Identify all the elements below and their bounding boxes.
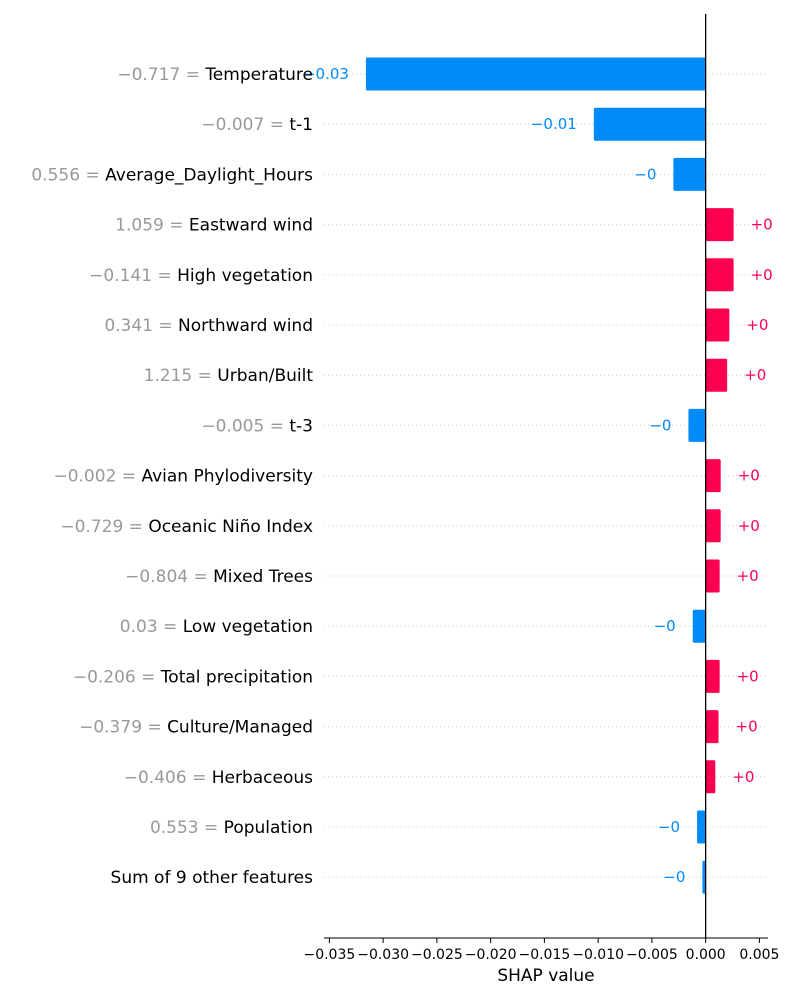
feature-value: −0.729 =	[60, 517, 148, 537]
bar-value-label: +0	[751, 266, 773, 284]
feature-value: 0.556 =	[31, 165, 105, 185]
feature-name: Low vegetation	[183, 617, 313, 637]
x-tick-label: −0.025	[411, 947, 463, 963]
feature-name: High vegetation	[177, 266, 313, 286]
feature-label: −0.379 = Culture/Managed	[79, 718, 313, 738]
feature-value: −0.406 =	[124, 768, 212, 788]
feature-value: −0.002 =	[53, 467, 141, 487]
feature-name: Oceanic Niño Index	[148, 517, 313, 537]
feature-label: −0.717 = Temperature	[117, 65, 313, 85]
bar	[705, 308, 730, 342]
feature-name: Eastward wind	[189, 216, 313, 236]
bar	[692, 609, 706, 643]
feature-value: −0.005 =	[201, 416, 289, 436]
feature-name: Total precipitation	[160, 667, 313, 687]
feature-label: 1.215 = Urban/Built	[144, 366, 314, 386]
feature-value: −0.717 =	[117, 65, 205, 85]
x-axis: −0.035 −0.030 −0.025 −0.020 −0.015 −0.010 −0.0…	[303, 937, 779, 963]
bar-value-label: +0	[751, 216, 773, 234]
bar	[705, 459, 721, 493]
bar	[705, 258, 734, 292]
x-tick-label: 0.000	[686, 947, 726, 963]
bar	[705, 509, 721, 543]
bar-value-label: +0	[738, 467, 760, 485]
feature-value: −0.007 =	[201, 115, 289, 135]
feature-value: −0.206 =	[73, 667, 161, 687]
feature-value: −0.379 =	[79, 718, 167, 738]
feature-label: −0.007 = t-1	[201, 115, 313, 135]
bar	[705, 208, 734, 242]
feature-name: Urban/Built	[217, 366, 313, 386]
bar-value-label: −0.03	[303, 65, 349, 83]
feature-label: 0.03 = Low vegetation	[120, 617, 313, 637]
feature-value: 0.553 =	[150, 818, 224, 838]
x-tick-label: −0.020	[465, 947, 517, 963]
bar-value-label: +0	[732, 768, 754, 786]
feature-name: Temperature	[204, 65, 313, 85]
feature-labels: −0.717 = Temperature −0.007 = t-1 0.556 = …	[31, 65, 313, 888]
bar-value-label: +0	[746, 316, 768, 334]
feature-label: 0.341 = Northward wind	[104, 316, 313, 336]
feature-value: −0.141 =	[89, 266, 177, 286]
bar	[702, 860, 706, 894]
bar-value-label: +0	[738, 517, 760, 535]
bar-value-label: −0	[663, 868, 685, 886]
bar	[705, 760, 716, 794]
feature-value: 0.03 =	[120, 617, 183, 637]
feature-label: 0.553 = Population	[150, 818, 313, 838]
bar	[688, 408, 706, 442]
bar	[673, 157, 706, 191]
bar-value-label: −0.01	[531, 115, 577, 133]
feature-name: Herbaceous	[212, 768, 313, 788]
feature-label: −0.005 = t-3	[201, 416, 313, 436]
feature-label: −0.002 = Avian Phylodiversity	[53, 467, 313, 487]
bar-value-label: +0	[736, 718, 758, 736]
feature-name: Mixed Trees	[213, 567, 313, 587]
bar	[705, 659, 720, 693]
x-tick-label: −0.030	[357, 947, 409, 963]
feature-label: −0.729 = Oceanic Niño Index	[60, 517, 313, 537]
feature-label: Sum of 9 other features	[111, 868, 314, 888]
x-tick-label: 0.005	[739, 947, 779, 963]
x-tick-label: −0.035	[303, 947, 355, 963]
bar	[593, 107, 706, 141]
bar	[705, 710, 719, 744]
feature-name: Average_Daylight_Hours	[105, 165, 313, 185]
x-tick-label: −0.010	[572, 947, 624, 963]
feature-value: −0.804 =	[125, 567, 213, 587]
feature-label: 1.059 = Eastward wind	[115, 216, 313, 236]
feature-name: Northward wind	[178, 316, 313, 336]
feature-value: 1.059 =	[115, 216, 189, 236]
bar-value-label: +0	[737, 567, 759, 585]
feature-name: Culture/Managed	[167, 718, 313, 738]
bars: −0.03 −0.01 −0 +0 +0 +0 +0 −0 +0 +0 +0 −0 +0 +0 +0 −0 −0	[303, 57, 773, 894]
feature-name: Avian Phylodiversity	[141, 467, 313, 487]
bar-value-label: +0	[744, 366, 766, 384]
feature-label: −0.804 = Mixed Trees	[125, 567, 313, 587]
bar	[697, 810, 706, 844]
x-tick-label: −0.015	[518, 947, 570, 963]
feature-name: Population	[224, 818, 313, 838]
feature-name: Sum of 9 other features	[111, 868, 314, 888]
bar	[365, 57, 706, 91]
bar	[705, 358, 728, 392]
grid-lines	[324, 73, 768, 878]
feature-label: 0.556 = Average_Daylight_Hours	[31, 165, 313, 185]
x-tick-label: −0.005	[626, 947, 678, 963]
feature-name: t-3	[289, 416, 313, 436]
bar	[705, 559, 720, 593]
bar-value-label: −0	[649, 416, 671, 434]
feature-label: −0.206 = Total precipitation	[73, 667, 313, 687]
x-axis-label: SHAP value	[497, 966, 594, 986]
feature-name: t-1	[289, 115, 313, 135]
feature-label: −0.406 = Herbaceous	[124, 768, 313, 788]
bar-value-label: −0	[654, 617, 676, 635]
bar-value-label: −0	[634, 165, 656, 183]
feature-label: −0.141 = High vegetation	[89, 266, 313, 286]
feature-value: 1.215 =	[144, 366, 218, 386]
bar-value-label: −0	[658, 818, 680, 836]
bar-value-label: +0	[737, 667, 759, 685]
feature-value: 0.341 =	[104, 316, 178, 336]
